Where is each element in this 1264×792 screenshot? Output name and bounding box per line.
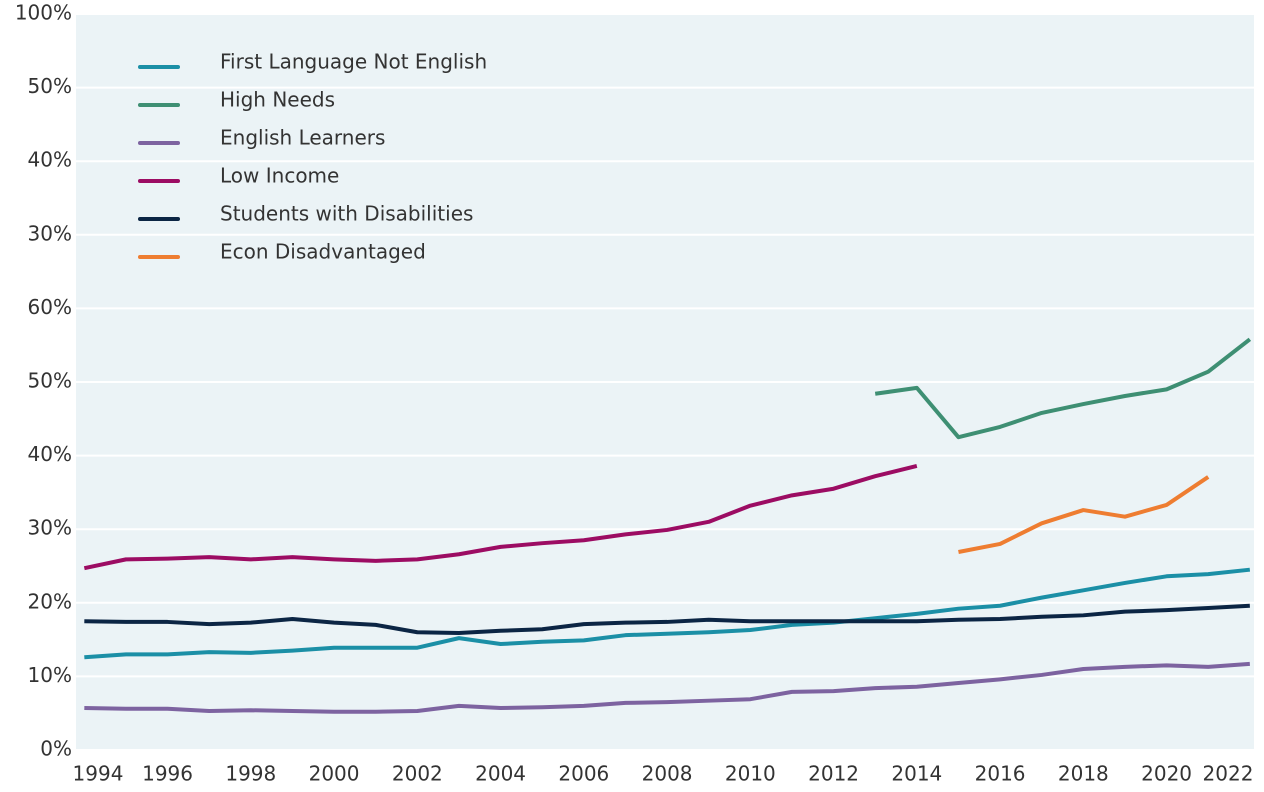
- y-tick-label: 30%: [28, 221, 72, 245]
- x-tick-label: 2010: [725, 762, 776, 786]
- series-line: [83, 463, 918, 571]
- y-tick-label: 100%: [15, 1, 72, 25]
- x-tick-label: 2014: [891, 762, 942, 786]
- x-tick-label: 2004: [475, 762, 526, 786]
- series-line: [84, 661, 1250, 714]
- y-tick-label: 40%: [28, 442, 72, 466]
- series-line: [84, 603, 1250, 635]
- x-tick-label: 1996: [142, 762, 193, 786]
- legend-label: First Language Not English: [220, 50, 487, 74]
- legend-label: English Learners: [220, 126, 385, 150]
- series-line: [84, 567, 1251, 660]
- y-tick-label: 50%: [28, 74, 72, 98]
- x-tick-label: 1998: [225, 762, 276, 786]
- legend-label: Students with Disabilities: [220, 202, 473, 226]
- x-tick-label: 2016: [975, 762, 1026, 786]
- x-tick-label: 2000: [309, 762, 360, 786]
- series-line: [874, 337, 1252, 440]
- x-tick-label: 2006: [558, 762, 609, 786]
- y-tick-label: 40%: [28, 148, 72, 172]
- legend-label: High Needs: [220, 88, 335, 112]
- y-tick-label: 60%: [28, 295, 72, 319]
- x-tick-label: 1994: [73, 762, 124, 786]
- y-tick-label: 0%: [40, 737, 72, 761]
- y-tick-label: 30%: [28, 516, 72, 540]
- y-tick-label: 20%: [28, 589, 72, 613]
- x-tick-label: 2022: [1203, 762, 1254, 786]
- x-tick-label: 2002: [392, 762, 443, 786]
- legend-label: Econ Disadvantaged: [220, 240, 426, 264]
- x-tick-label: 2020: [1141, 762, 1192, 786]
- legend-label: Low Income: [220, 164, 339, 188]
- x-tick-label: 2018: [1058, 762, 1109, 786]
- series-line: [958, 475, 1210, 554]
- x-tick-label: 2012: [808, 762, 859, 786]
- y-tick-label: 10%: [28, 663, 72, 687]
- x-tick-label: 2008: [642, 762, 693, 786]
- y-tick-label: 50%: [28, 369, 72, 393]
